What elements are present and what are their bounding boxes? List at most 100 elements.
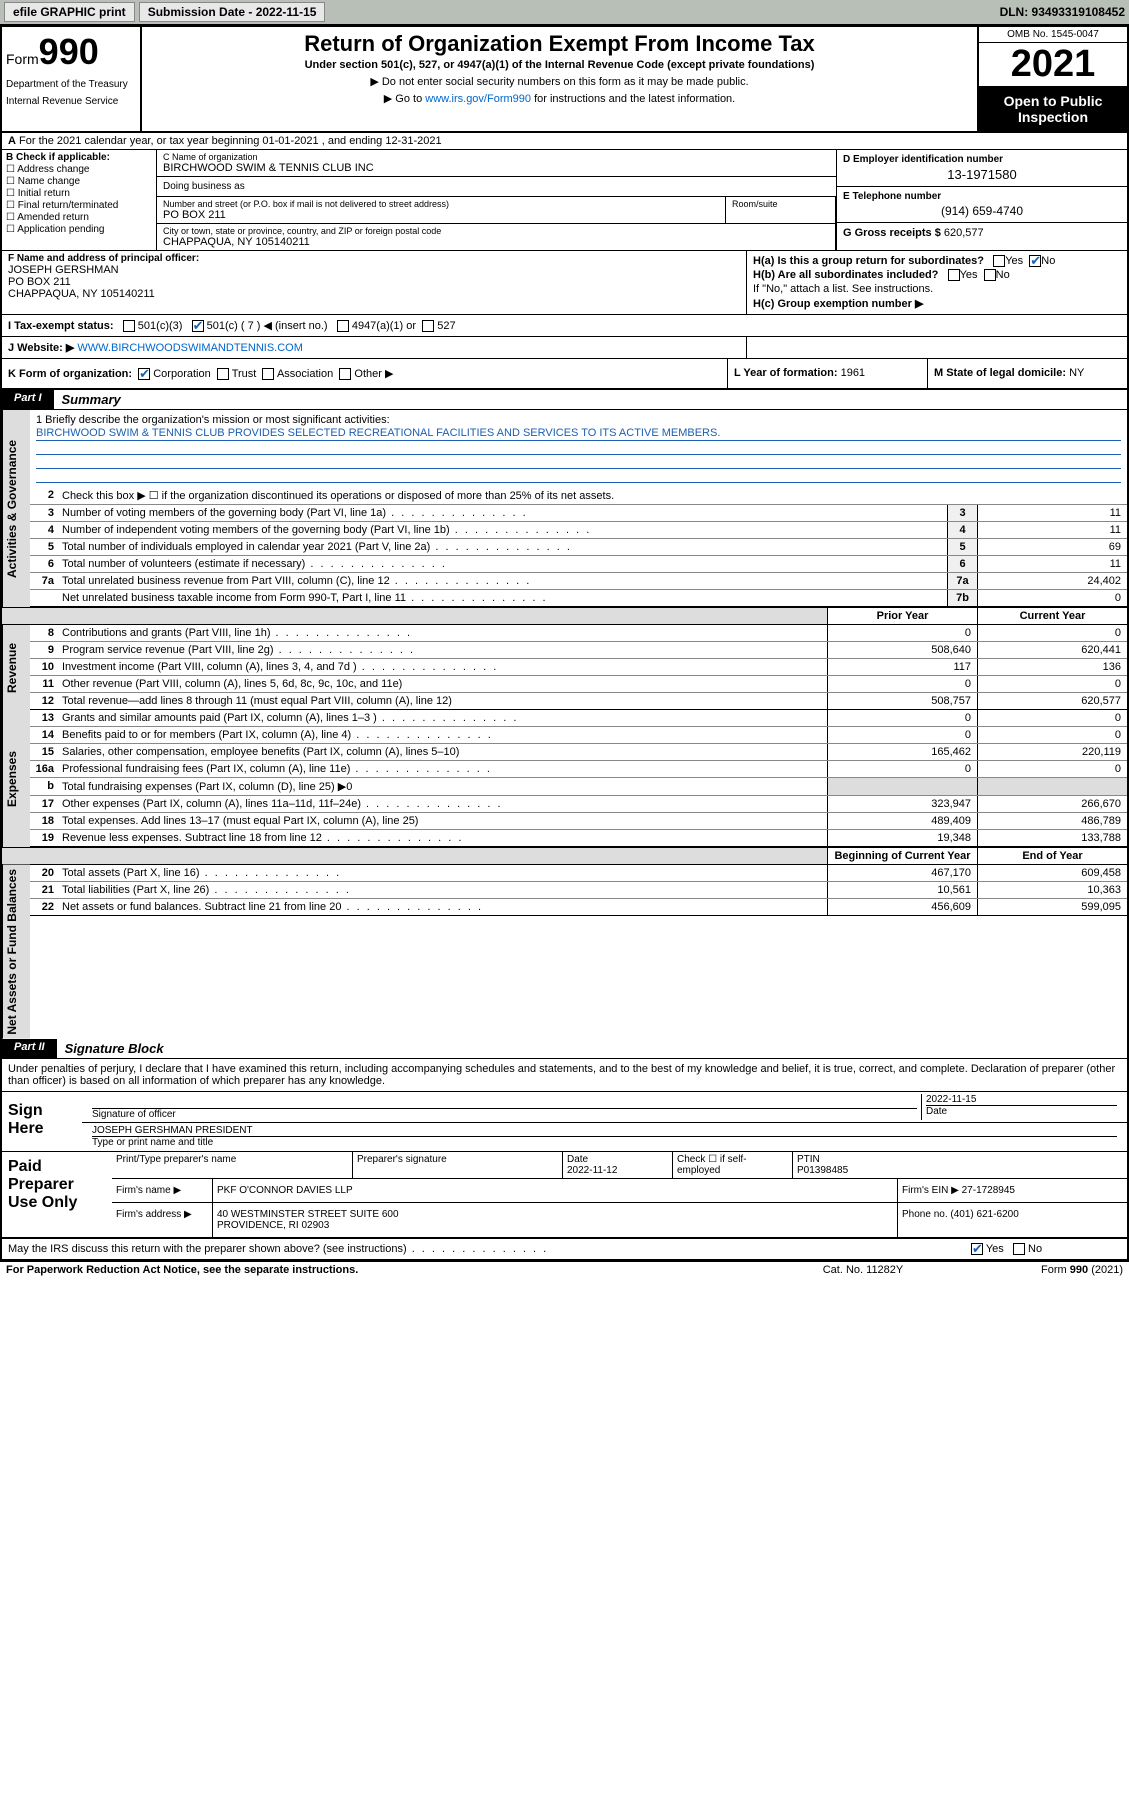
line-6: 6 Total number of volunteers (estimate i… <box>30 556 1127 573</box>
ln6-val: 11 <box>977 556 1127 572</box>
rev-hdr: Prior Year Current Year <box>2 607 1127 625</box>
md-yes: Yes <box>986 1243 1004 1255</box>
ln20-num: 20 <box>30 865 58 881</box>
part1-header: Part I Summary <box>2 390 1127 410</box>
opt-trust: Trust <box>232 368 257 380</box>
ln7a-val: 24,402 <box>977 573 1127 589</box>
ein-value: 13-1971580 <box>843 167 1121 182</box>
chk-4947[interactable] <box>337 320 349 332</box>
row-k-formorg: K Form of organization: Corporation Trus… <box>2 359 1127 390</box>
officer-addr1: PO BOX 211 <box>8 276 740 288</box>
sig-officer: Signature of officer <box>88 1094 921 1120</box>
yf-label: L Year of formation: <box>734 367 838 379</box>
line-21: 21 Total liabilities (Part X, line 26) 1… <box>30 882 1127 899</box>
ln19-num: 19 <box>30 830 58 846</box>
chk-527[interactable] <box>422 320 434 332</box>
ln21-num: 21 <box>30 882 58 898</box>
part1-title: Summary <box>54 390 129 409</box>
hb-no-check[interactable] <box>984 269 996 281</box>
ln8-num: 8 <box>30 625 58 641</box>
chk-501c[interactable] <box>192 320 204 332</box>
governance-body: 1 Briefly describe the organization's mi… <box>30 410 1127 607</box>
line-17: 17 Other expenses (Part IX, column (A), … <box>30 796 1127 813</box>
ln22-num: 22 <box>30 899 58 915</box>
ln9-num: 9 <box>30 642 58 658</box>
ln17-num: 17 <box>30 796 58 812</box>
ln16b-cur <box>977 778 1127 795</box>
hb-text: H(b) Are all subordinates included? <box>753 269 938 281</box>
sig-name-label: Type or print name and title <box>92 1136 1117 1148</box>
ha-yes-check[interactable] <box>993 255 1005 267</box>
ln14-prior: 0 <box>827 727 977 743</box>
chk-trust[interactable] <box>217 368 229 380</box>
chk-final-return[interactable]: ☐ Final return/terminated <box>6 200 152 211</box>
ln5-num: 5 <box>30 539 58 555</box>
col-b-label: B Check if applicable: <box>6 152 110 163</box>
preparer-right: Print/Type preparer's name Preparer's si… <box>112 1152 1127 1237</box>
revenue-section: Revenue 8 Contributions and grants (Part… <box>2 625 1127 710</box>
firm-name-lbl: Firm's name ▶ <box>112 1179 212 1202</box>
opt-4947: 4947(a)(1) or <box>352 320 416 332</box>
ln15-prior: 165,462 <box>827 744 977 760</box>
expenses-section: Expenses 13 Grants and similar amounts p… <box>2 710 1127 847</box>
ln3-val: 11 <box>977 505 1127 521</box>
line-9: 9 Program service revenue (Part VIII, li… <box>30 642 1127 659</box>
chk-app-pending[interactable]: ☐ Application pending <box>6 224 152 235</box>
ln7a-num: 7a <box>30 573 58 589</box>
revenue-body: 8 Contributions and grants (Part VIII, l… <box>30 625 1127 710</box>
md-no-check[interactable] <box>1013 1243 1025 1255</box>
chk-501c3[interactable] <box>123 320 135 332</box>
street-cell: Number and street (or P.O. box if mail i… <box>157 197 725 223</box>
chk-address-change[interactable]: ☐ Address change <box>6 164 152 175</box>
ln6-num: 6 <box>30 556 58 572</box>
efile-print-button[interactable]: efile GRAPHIC print <box>4 2 135 22</box>
expenses-body: 13 Grants and similar amounts paid (Part… <box>30 710 1127 847</box>
block-bcd: B Check if applicable: ☐ Address change … <box>2 150 1127 251</box>
sig-name: JOSEPH GERSHMAN PRESIDENT <box>92 1125 1117 1136</box>
line-18: 18 Total expenses. Add lines 13–17 (must… <box>30 813 1127 830</box>
md-yes-check[interactable] <box>971 1243 983 1255</box>
form-prefix: Form <box>6 51 39 67</box>
sig-intro: Under penalties of perjury, I declare th… <box>2 1059 1127 1092</box>
ln10-prior: 117 <box>827 659 977 675</box>
revenue-tab: Revenue <box>2 625 30 710</box>
street-row: Number and street (or P.O. box if mail i… <box>157 197 835 224</box>
chk-initial-return[interactable]: ☐ Initial return <box>6 188 152 199</box>
chk-amended[interactable]: ☐ Amended return <box>6 212 152 223</box>
org-name: BIRCHWOOD SWIM & TENNIS CLUB INC <box>163 162 830 174</box>
chk-corp[interactable] <box>138 368 150 380</box>
ha-no-check[interactable] <box>1029 255 1041 267</box>
ln13-num: 13 <box>30 710 58 726</box>
website-link[interactable]: WWW.BIRCHWOODSWIMANDTENNIS.COM <box>77 342 302 354</box>
ln20-txt: Total assets (Part X, line 16) <box>58 865 827 881</box>
ln9-prior: 508,640 <box>827 642 977 658</box>
addr-left: Number and street (or P.O. box if mail i… <box>157 197 836 250</box>
line-16b: b Total fundraising expenses (Part IX, c… <box>30 778 1127 796</box>
street-label: Number and street (or P.O. box if mail i… <box>163 199 719 209</box>
line-8: 8 Contributions and grants (Part VIII, l… <box>30 625 1127 642</box>
prep-ptin-val: P01398485 <box>797 1165 1123 1176</box>
hb-yes-check[interactable] <box>948 269 960 281</box>
line-12: 12 Total revenue—add lines 8 through 11 … <box>30 693 1127 710</box>
col-b-checkboxes: B Check if applicable: ☐ Address change … <box>2 150 157 250</box>
sd-value: NY <box>1069 367 1084 379</box>
line-14: 14 Benefits paid to or for members (Part… <box>30 727 1127 744</box>
note2-pre: ▶ Go to <box>384 93 425 105</box>
chk-assoc[interactable] <box>262 368 274 380</box>
chk-other[interactable] <box>339 368 351 380</box>
line-19: 19 Revenue less expenses. Subtract line … <box>30 830 1127 847</box>
city-cell: City or town, state or province, country… <box>157 224 835 250</box>
officer-label: F Name and address of principal officer: <box>8 253 740 264</box>
line-13: 13 Grants and similar amounts paid (Part… <box>30 710 1127 727</box>
end-year-hdr: End of Year <box>977 848 1127 864</box>
ln7b-txt: Net unrelated business taxable income fr… <box>58 590 947 606</box>
netassets-tab: Net Assets or Fund Balances <box>2 865 30 1039</box>
sig-row2: JOSEPH GERSHMAN PRESIDENT Type or print … <box>82 1123 1127 1151</box>
ln4-num: 4 <box>30 522 58 538</box>
chk-name-change[interactable]: ☐ Name change <box>6 176 152 187</box>
row-a-taxyear: A For the 2021 calendar year, or tax yea… <box>2 133 1127 150</box>
prep-date-val: 2022-11-12 <box>567 1165 668 1176</box>
line-11: 11 Other revenue (Part VIII, column (A),… <box>30 676 1127 693</box>
irs-link[interactable]: www.irs.gov/Form990 <box>425 93 531 105</box>
hc-line: H(c) Group exemption number ▶ <box>753 297 1121 310</box>
